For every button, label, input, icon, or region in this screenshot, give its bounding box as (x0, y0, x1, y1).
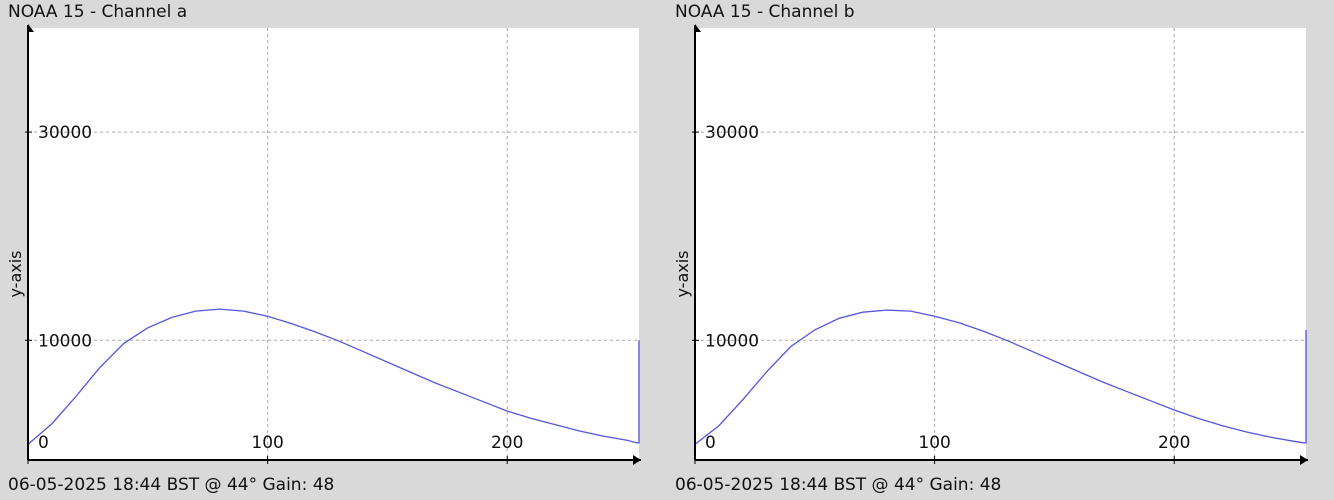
chart-title: NOAA 15 - Channel b (675, 2, 855, 22)
chart-b: 0 100 200 10000 30000 y-axis (673, 24, 1308, 465)
plot-area (28, 28, 639, 460)
y-tick-label: 10000 (705, 331, 759, 351)
x-axis-arrow (1300, 455, 1308, 465)
y-axis-arrow (28, 24, 34, 32)
y-tick-label: 10000 (38, 331, 92, 351)
y-axis-title: y-axis (673, 250, 692, 297)
y-tick-label: 30000 (705, 123, 759, 143)
y-axis-arrow (695, 24, 701, 32)
y-axis-title: y-axis (6, 250, 25, 297)
x-tick-label: 0 (705, 433, 716, 453)
status-footer: 06-05-2025 18:44 BST @ 44° Gain: 48 (8, 475, 335, 495)
series-line (27, 308, 640, 445)
x-tick-label: 100 (251, 433, 283, 453)
x-tick-label: 0 (38, 433, 49, 453)
panel-channel-a: NOAA 15 - Channel a 0 100 200 10000 30000 y-a… (6, 2, 641, 495)
panel-channel-b: NOAA 15 - Channel b 0 100 200 10000 30000 y-a… (667, 0, 1334, 500)
status-footer: 06-05-2025 18:44 BST @ 44° Gain: 48 (675, 475, 1002, 495)
x-tick-label: 100 (918, 433, 950, 453)
plot-area (695, 28, 1306, 460)
x-axis-arrow (633, 455, 641, 465)
series-line (694, 309, 1307, 445)
chart-a: 0 100 200 10000 30000 y-axis (6, 24, 641, 465)
chart-title: NOAA 15 - Channel a (8, 2, 188, 22)
x-tick-label: 200 (1158, 433, 1190, 453)
y-tick-label: 30000 (38, 123, 92, 143)
x-tick-label: 200 (491, 433, 523, 453)
